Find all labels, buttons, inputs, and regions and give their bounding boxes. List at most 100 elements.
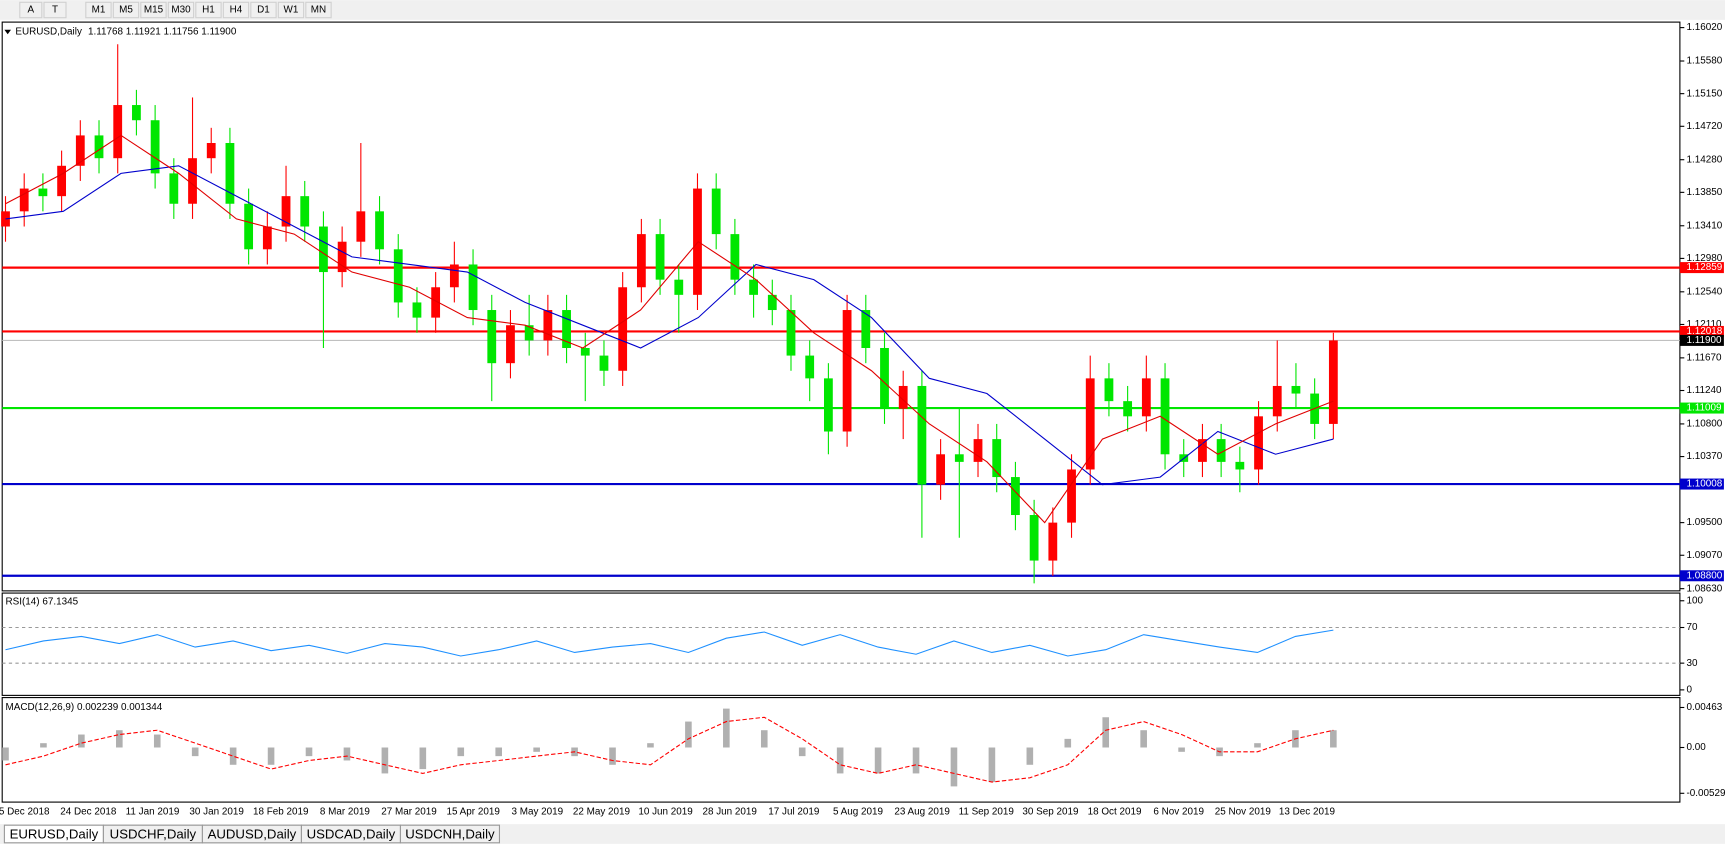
- toolbar-label: M5: [119, 5, 133, 16]
- x-tick-label: 13 Dec 2019: [1279, 807, 1336, 818]
- macd-bar: [419, 747, 427, 770]
- toolbar-button[interactable]: [140, 1, 167, 19]
- toolbar-button[interactable]: [19, 1, 43, 19]
- toolbar-button[interactable]: [250, 1, 277, 19]
- x-tick-label: 5 Aug 2019: [833, 807, 884, 818]
- menu-arrow: [4, 29, 12, 35]
- candle-body: [936, 454, 946, 485]
- candle-body: [1235, 461, 1245, 470]
- level-label: 1.11009: [1686, 403, 1722, 414]
- y-tick-label: 1.11670: [1686, 352, 1722, 363]
- x-tick-label: 15 Apr 2019: [446, 807, 500, 818]
- candle-body: [113, 105, 123, 159]
- candle-body: [1254, 416, 1263, 470]
- x-tick-label: 5 Dec 2018: [0, 807, 50, 818]
- y-tick-label: 100: [1686, 595, 1703, 606]
- candle-body: [1272, 385, 1282, 417]
- macd-bar: [1140, 730, 1147, 748]
- level-tag: [1679, 402, 1724, 414]
- toolbar-button[interactable]: [85, 1, 112, 19]
- y-tick-label: 30: [1686, 658, 1698, 669]
- candle-body: [599, 355, 609, 371]
- macd-bar: [912, 747, 920, 774]
- tab[interactable]: [399, 824, 501, 844]
- macd-bar: [78, 734, 85, 748]
- candle-body: [337, 241, 347, 273]
- candle-body: [805, 355, 815, 379]
- candle-body: [954, 454, 964, 462]
- candle-body: [225, 143, 235, 204]
- level-label: 1.08800: [1686, 570, 1722, 581]
- toolbar-button[interactable]: [277, 1, 305, 19]
- candle-body: [244, 203, 254, 250]
- x-tick-label: 18 Feb 2019: [253, 807, 309, 818]
- candle-body: [562, 310, 571, 348]
- candle-body: [917, 385, 927, 485]
- macd-bar: [685, 721, 692, 748]
- y-tick-label: 0: [1686, 684, 1692, 695]
- y-tick-label: 1.12110: [1686, 319, 1722, 330]
- y-tick-label: 1.08630: [1686, 583, 1722, 594]
- toolbar-button[interactable]: [305, 1, 332, 19]
- candle-body: [861, 310, 871, 348]
- candle-body: [1328, 340, 1338, 424]
- x-tick-label: 22 May 2019: [573, 807, 631, 818]
- candle-body: [767, 294, 777, 311]
- y-tick-label: 1.14720: [1686, 121, 1722, 132]
- candle-body: [75, 135, 85, 166]
- macd-bar: [495, 747, 503, 757]
- candle-body: [1011, 477, 1020, 516]
- macd-bar: [116, 730, 123, 748]
- candle-body: [412, 302, 422, 318]
- candle-body: [786, 310, 796, 356]
- candle-body: [449, 264, 459, 288]
- candle-body: [730, 234, 740, 280]
- toolbar-button[interactable]: [195, 1, 222, 19]
- y-tick-label: 0.00: [1686, 742, 1706, 753]
- toolbar-button[interactable]: [43, 1, 67, 19]
- macd-bar: [647, 743, 654, 748]
- quote: 1.11768 1.11921 1.11756 1.11900: [88, 27, 237, 38]
- candle-body: [1198, 439, 1207, 462]
- panel-title: MACD(12,26,9) 0.002239 0.001344: [6, 702, 163, 713]
- candle-body: [356, 211, 366, 242]
- x-tick-label: 17 Jul 2019: [768, 807, 820, 818]
- macd-bar: [267, 747, 275, 765]
- indicator-line: [5, 716, 1334, 783]
- x-tick-label: 27 Mar 2019: [381, 807, 437, 818]
- y-tick-label: 1.12980: [1686, 253, 1722, 264]
- tab-label: USDCHF,Daily: [110, 827, 197, 842]
- level-label: 1.12018: [1686, 326, 1722, 337]
- candle-body: [580, 347, 590, 356]
- macd-bar: [381, 747, 389, 774]
- panel-title: EURUSD,Daily: [15, 27, 82, 38]
- x-tick-label: 11 Sep 2019: [959, 807, 1015, 818]
- candle-body: [880, 347, 889, 409]
- toolbar-label: MN: [311, 5, 326, 16]
- toolbar-button[interactable]: [167, 1, 195, 19]
- candle-body: [1067, 469, 1076, 523]
- toolbar-button[interactable]: [112, 1, 140, 19]
- candle-body: [19, 188, 29, 212]
- x-tick-label: 28 Jun 2019: [702, 807, 757, 818]
- candle-body: [1, 211, 10, 227]
- candle-body: [693, 188, 702, 295]
- x-tick-label: 24 Dec 2018: [60, 807, 117, 818]
- macd-bar: [988, 747, 996, 783]
- x-tick-label: 6 Nov 2019: [1153, 807, 1204, 818]
- toolbar-button[interactable]: [222, 1, 250, 19]
- x-tick-label: 30 Sep 2019: [1022, 807, 1079, 818]
- macd-bar: [153, 734, 161, 748]
- candle-body: [636, 234, 646, 288]
- candle-body: [1029, 515, 1039, 561]
- macd-bar: [609, 747, 616, 765]
- candle-body: [674, 279, 684, 295]
- y-tick-label: 1.10370: [1686, 451, 1722, 462]
- candle-body: [375, 211, 384, 250]
- toolbar-label: T: [52, 5, 58, 16]
- candle-body: [132, 105, 141, 121]
- rsi-panel: [1, 592, 1681, 696]
- y-tick-label: 1.10800: [1686, 419, 1722, 430]
- candle-body: [150, 120, 160, 174]
- candle-body: [431, 287, 441, 318]
